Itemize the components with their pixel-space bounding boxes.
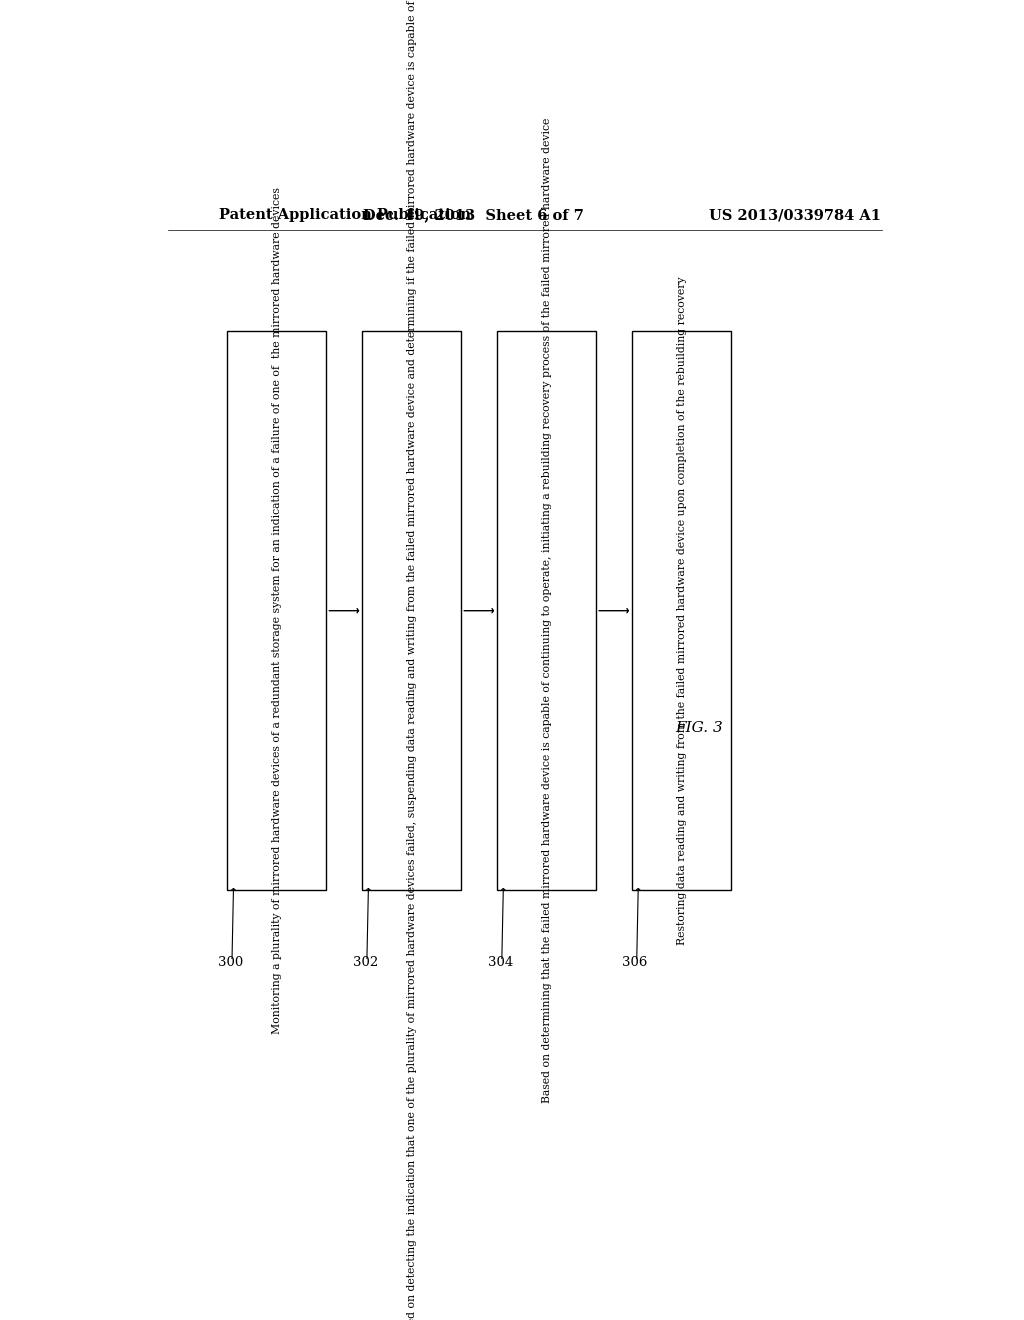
Text: Restoring data reading and writing from the failed mirrored hardware device upon: Restoring data reading and writing from …	[677, 276, 686, 945]
Text: FIG. 3: FIG. 3	[676, 721, 723, 735]
Text: Patent Application Publication: Patent Application Publication	[219, 209, 471, 222]
Bar	[632, 331, 731, 890]
Text: 304: 304	[487, 956, 513, 969]
Text: Based on detecting the indication that one of the plurality of mirrored hardware: Based on detecting the indication that o…	[407, 0, 417, 1320]
Bar	[227, 331, 327, 890]
Text: 306: 306	[623, 956, 648, 969]
Text: 302: 302	[352, 956, 378, 969]
Text: 300: 300	[218, 956, 243, 969]
Text: Based on determining that the failed mirrored hardware device is capable of cont: Based on determining that the failed mir…	[542, 117, 552, 1104]
Text: Monitoring a plurality of mirrored hardware devices of a redundant storage syste: Monitoring a plurality of mirrored hardw…	[271, 187, 282, 1034]
Bar	[362, 331, 461, 890]
Text: Dec. 19, 2013  Sheet 6 of 7: Dec. 19, 2013 Sheet 6 of 7	[362, 209, 584, 222]
Text: US 2013/0339784 A1: US 2013/0339784 A1	[709, 209, 881, 222]
Bar	[497, 331, 596, 890]
